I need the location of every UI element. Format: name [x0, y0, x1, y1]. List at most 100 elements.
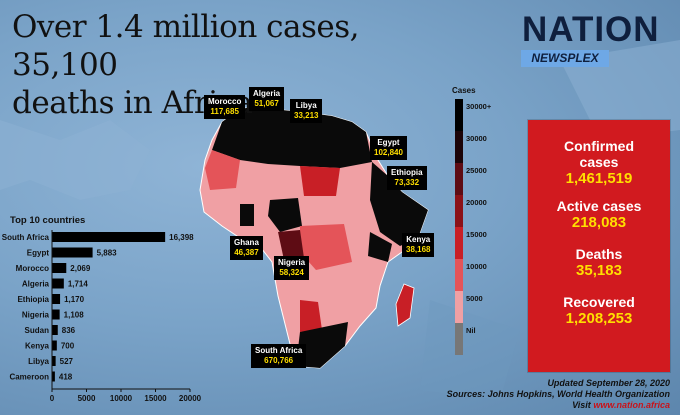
- x-tick-label: 15000: [144, 394, 167, 403]
- bar-value-label: 700: [61, 342, 75, 351]
- map-label-algeria: Algeria 51,067: [249, 87, 285, 111]
- map-label-ghana: Ghana 46,387: [230, 236, 263, 260]
- map-label-egypt: Egypt 102,840: [370, 136, 407, 160]
- bar-value-label: 16,398: [169, 233, 194, 242]
- map-label-value: 51,067: [254, 99, 279, 108]
- page-title: Over 1.4 million cases, 35,100 deaths in…: [12, 8, 452, 122]
- stat-active-value: 218,083: [571, 214, 627, 231]
- scale-tick-label: 20000: [466, 198, 487, 208]
- bar-category-label: South Africa: [2, 233, 50, 242]
- bar: [52, 340, 57, 351]
- stat-recovered-value: 1,208,253: [565, 310, 633, 327]
- map-label-nigeria: Nigeria 58,324: [274, 256, 310, 280]
- map-label-name: Ethiopia: [391, 168, 423, 177]
- bar: [52, 247, 93, 258]
- map-label-name: Nigeria: [278, 258, 306, 267]
- footer-sources: Sources: Johns Hopkins, World Health Org…: [446, 389, 670, 399]
- map-label-ethiopia: Ethiopia 73,332: [387, 166, 427, 190]
- bar-value-label: 5,883: [97, 249, 118, 258]
- stat-deaths: Deaths 35,183: [528, 246, 670, 280]
- bar-category-label: Algeria: [22, 280, 50, 289]
- scale-tick-label: 10000: [466, 262, 487, 272]
- brand-subtitle: NEWSPLEX: [521, 50, 609, 67]
- bar-category-label: Sudan: [25, 326, 50, 335]
- bar-value-label: 1,108: [64, 311, 85, 320]
- stat-recovered-label: Recovered: [563, 294, 635, 310]
- bar-category-label: Nigeria: [22, 311, 50, 320]
- map-label-name: South Africa: [255, 346, 303, 355]
- bar: [52, 263, 67, 273]
- footer-url[interactable]: www.nation.africa: [593, 400, 670, 410]
- scale-title: Cases: [452, 86, 476, 95]
- map-label-morocco: Morocco 117,685: [204, 95, 246, 119]
- map-label-kenya: Kenya 38,168: [402, 233, 435, 257]
- x-tick-label: 10000: [110, 394, 133, 403]
- bar: [52, 325, 58, 335]
- footer-updated: Updated September 28, 2020: [547, 378, 670, 388]
- scale-tick-label: Nil: [466, 326, 476, 336]
- map-label-name: Kenya: [406, 235, 431, 244]
- map-label-value: 117,685: [210, 107, 239, 116]
- scale-tick-label: 15000: [466, 230, 487, 240]
- bar: [52, 278, 64, 289]
- scale-segment: [455, 163, 463, 195]
- chart-title: Top 10 countries: [10, 215, 86, 226]
- stat-active-label: Active cases: [556, 198, 642, 214]
- map-label-value: 33,213: [294, 111, 319, 120]
- scale-segment: [455, 323, 463, 355]
- scale-tick-label: 5000: [466, 294, 483, 304]
- bar: [52, 294, 61, 304]
- bar-value-label: 836: [62, 326, 76, 335]
- bar: [52, 371, 55, 382]
- scale-tick-label: 30000+: [466, 102, 492, 112]
- scale-segment: [455, 291, 463, 323]
- bar-category-label: Morocco: [16, 264, 49, 273]
- map-label-south-africa: South Africa 670,766: [251, 344, 307, 368]
- footer-visit-text: Visit: [572, 400, 591, 410]
- scale-segment: [455, 195, 463, 227]
- bar: [52, 232, 166, 242]
- map-label-value: 38,168: [406, 245, 431, 254]
- map-label-name: Egypt: [377, 138, 400, 147]
- map-label-name: Ghana: [234, 238, 259, 247]
- scale-segment: [455, 227, 463, 259]
- stat-active: Active cases 218,083: [528, 198, 670, 232]
- bar-category-label: Cameroon: [9, 373, 49, 382]
- map-label-value: 102,840: [374, 148, 403, 157]
- scale-segment: [455, 259, 463, 291]
- map-label-value: 670,766: [264, 356, 294, 365]
- bar-category-label: Kenya: [25, 342, 50, 351]
- bar-category-label: Libya: [28, 357, 49, 366]
- scale-segment: [455, 99, 463, 131]
- color-scale-bar: [455, 99, 463, 355]
- x-tick-label: 5000: [78, 394, 96, 403]
- stat-deaths-value: 35,183: [576, 262, 622, 279]
- stat-confirmed-value: 1,461,519: [565, 170, 633, 187]
- bar-category-label: Egypt: [27, 249, 50, 258]
- footer: Updated September 28, 2020 Sources: John…: [447, 378, 670, 411]
- bar-value-label: 1,170: [64, 295, 85, 304]
- scale-segment: [455, 131, 463, 163]
- bar-value-label: 1,714: [68, 280, 89, 289]
- x-tick-label: 20000: [179, 394, 202, 403]
- stat-confirmed: Confirmed cases 1,461,519: [528, 138, 670, 188]
- title-line-1: Over 1.4 million cases, 35,100: [12, 9, 360, 83]
- stat-recovered: Recovered 1,208,253: [528, 294, 670, 328]
- x-tick-label: 0: [50, 394, 55, 403]
- map-label-libya: Libya 33,213: [290, 99, 323, 123]
- brand-logo: NATION: [522, 10, 660, 49]
- bar: [52, 356, 56, 366]
- map-label-name: Algeria: [253, 89, 281, 98]
- top10-bar-chart: South Africa 16,398 Egypt 5,883 Morocco 2,069…: [2, 230, 202, 403]
- stats-panel: Confirmed cases 1,461,519 Active cases 2…: [528, 120, 670, 372]
- bar-value-label: 418: [59, 373, 73, 382]
- map-label-value: 58,324: [279, 268, 304, 277]
- stat-deaths-label: Deaths: [575, 246, 623, 262]
- map-label-value: 73,332: [394, 178, 420, 187]
- stat-confirmed-label: Confirmed cases: [564, 138, 634, 170]
- footer-visit: Visit www.nation.africa: [447, 400, 670, 411]
- bar-value-label: 527: [60, 357, 74, 366]
- map-label-name: Morocco: [208, 97, 242, 106]
